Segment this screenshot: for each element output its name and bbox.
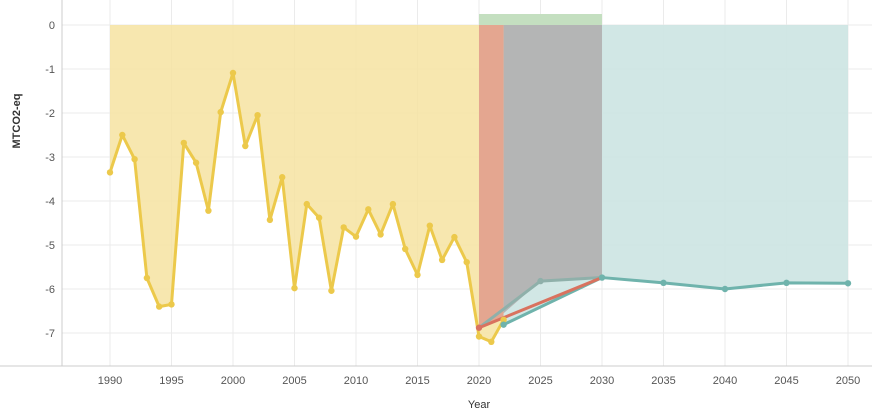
historical-point <box>402 245 409 253</box>
x-tick-label: 2045 <box>774 375 798 387</box>
axes <box>0 0 872 367</box>
historical-point <box>229 69 237 77</box>
historical-area-fill <box>110 25 504 342</box>
historical-point <box>217 108 224 116</box>
tick-labels: 1990 1995 2000 2005 2010 2015 2020 2025 2030 2035… <box>45 20 860 387</box>
red-area-fill <box>479 25 504 328</box>
historical-point <box>340 224 347 231</box>
gray-area-fill <box>503 25 602 314</box>
red-series-line <box>477 276 604 330</box>
x-tick-label: 2010 <box>344 375 368 387</box>
historical-point <box>426 222 433 229</box>
teal-point <box>598 274 606 281</box>
y-tick-label: 0 <box>49 20 55 32</box>
historical-point <box>291 284 298 292</box>
historical-point <box>488 338 495 345</box>
historical-point <box>279 174 286 181</box>
y-tick-label: -2 <box>45 108 55 120</box>
target-band-fill <box>479 14 602 25</box>
historical-point <box>168 301 175 308</box>
historical-point <box>119 131 126 139</box>
historical-point <box>389 200 397 208</box>
historical-point <box>106 169 114 176</box>
x-tick-label: 2030 <box>590 375 614 387</box>
x-tick-label: 2015 <box>405 375 429 387</box>
y-tick-label: -5 <box>45 240 55 252</box>
y-tick-label: -4 <box>45 196 55 208</box>
x-tick-label: 2025 <box>528 375 552 387</box>
x-tick-label: 1995 <box>159 375 183 387</box>
historical-point <box>365 206 372 213</box>
red-point <box>475 324 483 331</box>
y-tick-label: -1 <box>45 64 55 76</box>
teal-point <box>660 279 667 287</box>
y-tick-label: -3 <box>45 152 55 164</box>
historical-point <box>156 303 163 310</box>
historical-point <box>205 207 212 214</box>
x-tick-label: 2050 <box>836 375 860 387</box>
teal-point <box>783 279 790 287</box>
historical-point <box>242 142 249 150</box>
teal-point <box>500 321 507 328</box>
historical-point <box>303 200 310 208</box>
historical-point <box>438 256 446 264</box>
series-points <box>106 69 852 345</box>
x-tick-label: 2000 <box>221 375 245 387</box>
x-tick-label: 2020 <box>467 375 491 387</box>
gray-point <box>537 277 544 285</box>
x-tick-label: 2005 <box>282 375 306 387</box>
x-axis-title: Year <box>468 399 491 411</box>
historical-point <box>131 156 138 163</box>
historical-point <box>352 233 360 240</box>
historical-point <box>451 233 458 241</box>
y-tick-label: -7 <box>45 328 55 340</box>
x-tick-label: 2035 <box>651 375 675 387</box>
historical-point <box>328 287 335 294</box>
historical-point <box>500 316 507 323</box>
historical-point <box>254 112 261 119</box>
historical-point <box>143 274 151 282</box>
historical-point <box>266 216 274 224</box>
historical-point <box>377 231 384 238</box>
area-fills <box>110 14 848 342</box>
historical-point <box>192 159 200 166</box>
historical-point <box>475 333 483 340</box>
x-tick-label: 1990 <box>98 375 122 387</box>
teal-point <box>844 280 852 287</box>
y-tick-label: -6 <box>45 284 55 296</box>
historical-point <box>414 271 421 279</box>
y-axis-title: MTCO2-eq <box>11 94 23 149</box>
historical-point <box>180 139 187 147</box>
historical-point <box>315 214 323 221</box>
teal-point <box>721 285 729 293</box>
historical-point <box>463 258 470 266</box>
x-tick-label: 2040 <box>713 375 737 387</box>
